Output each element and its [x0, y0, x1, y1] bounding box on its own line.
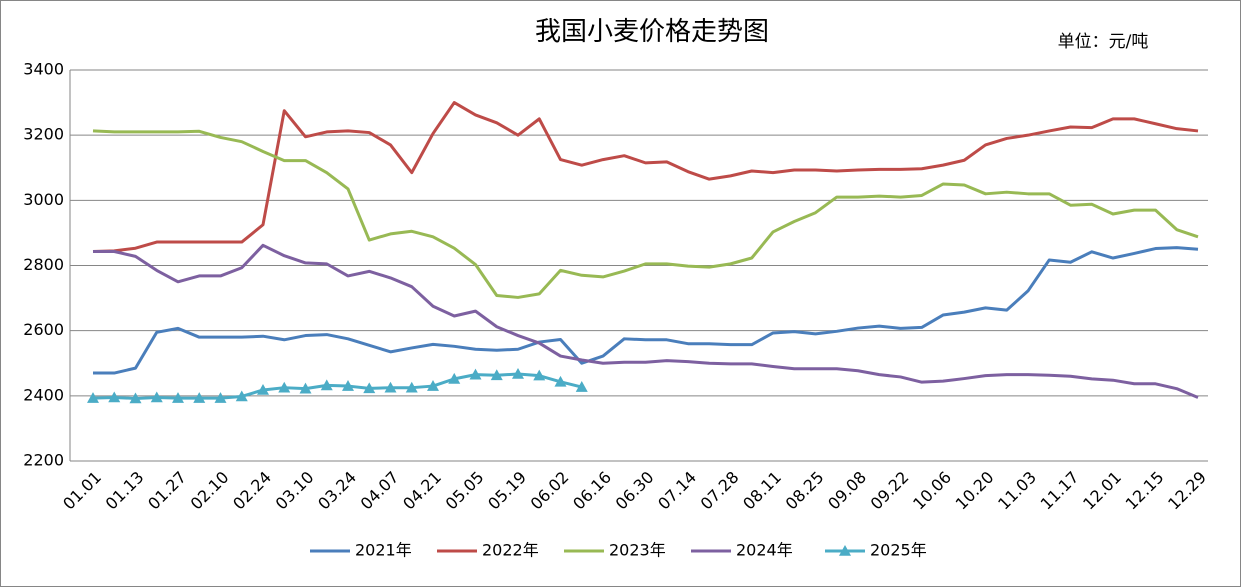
- legend-label: 2022年: [482, 541, 539, 560]
- marker: [299, 382, 312, 394]
- marker: [87, 392, 99, 403]
- marker: [320, 379, 333, 391]
- y-tick-label: 2400: [23, 385, 64, 404]
- legend-marker: [839, 545, 851, 556]
- marker: [278, 381, 291, 393]
- marker: [533, 369, 546, 381]
- marker: [193, 392, 206, 403]
- y-tick-label: 2600: [23, 320, 64, 339]
- marker: [257, 383, 269, 395]
- unit-label: 单位：元/吨: [1058, 32, 1149, 52]
- marker: [512, 368, 524, 379]
- y-tick-label: 3000: [23, 190, 64, 209]
- legend-label: 2025年: [870, 541, 927, 560]
- marker: [575, 381, 588, 392]
- legend-label: 2021年: [355, 541, 412, 560]
- legend-label: 2023年: [609, 541, 666, 560]
- marker: [363, 382, 376, 394]
- y-tick-label: 2800: [23, 255, 64, 274]
- marker: [384, 381, 397, 393]
- marker: [554, 375, 567, 387]
- marker: [172, 392, 184, 403]
- series-line: [93, 246, 1199, 375]
- marker: [490, 369, 503, 381]
- chart-title: 我国小麦价格走势图: [535, 17, 769, 47]
- y-tick-label: 3200: [23, 125, 64, 144]
- y-tick-label: 2200: [23, 451, 64, 470]
- series-line: [92, 101, 1199, 253]
- y-tick-label: 3400: [23, 60, 64, 79]
- marker: [405, 381, 418, 393]
- series-line: [92, 372, 583, 400]
- marker: [214, 392, 227, 403]
- marker: [235, 390, 248, 402]
- marker: [108, 391, 121, 403]
- series-line: [93, 243, 1199, 399]
- marker: [129, 392, 142, 404]
- legend-label: 2024年: [736, 541, 793, 560]
- marker: [150, 391, 163, 403]
- marker: [342, 380, 354, 391]
- series-line: [92, 129, 1199, 299]
- marker: [469, 368, 482, 380]
- marker: [427, 380, 439, 391]
- marker: [448, 372, 461, 384]
